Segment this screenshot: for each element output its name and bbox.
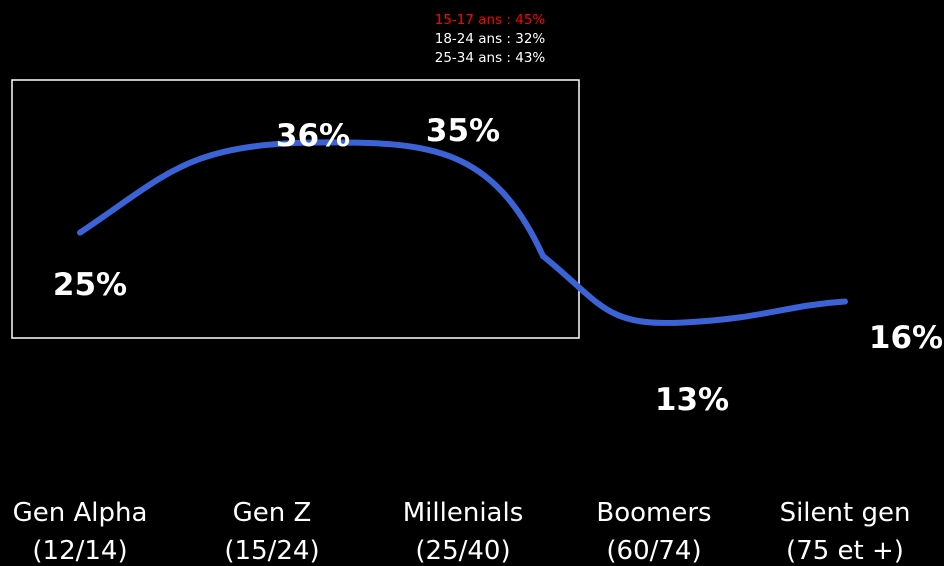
series-line <box>77 139 848 326</box>
category-labels: Gen Alpha (12/14) Gen Z (15/24) Millenials (2… <box>13 498 911 566</box>
category-label-name: Gen Z <box>233 498 312 528</box>
category-label-name: Gen Alpha <box>13 498 148 528</box>
category-label-name: Silent gen <box>780 498 911 528</box>
annotation-line: 18-24 ans : 32% <box>435 31 546 47</box>
category-label-range: (75 et +) <box>786 536 904 566</box>
category-label-name: Millenials <box>403 498 524 528</box>
data-label: 35% <box>426 113 500 149</box>
data-label: 13% <box>655 382 729 418</box>
annotation-group: 15-17 ans : 45% 18-24 ans : 32% 25-34 ans … <box>435 12 546 66</box>
category-label-range: (60/74) <box>606 536 701 566</box>
highlight-box <box>11 79 580 339</box>
category-label-range: (15/24) <box>224 536 319 566</box>
category-label-range: (25/40) <box>415 536 510 566</box>
data-labels: 25% 36% 35% 13% 16% <box>53 113 943 418</box>
data-label: 25% <box>53 267 127 303</box>
category-label-range: (12/14) <box>32 536 127 566</box>
annotation-line: 15-17 ans : 45% <box>435 12 546 28</box>
data-label: 16% <box>869 320 943 356</box>
data-label: 36% <box>276 118 350 154</box>
annotation-line: 25-34 ans : 43% <box>435 50 546 66</box>
category-label-name: Boomers <box>596 498 711 528</box>
